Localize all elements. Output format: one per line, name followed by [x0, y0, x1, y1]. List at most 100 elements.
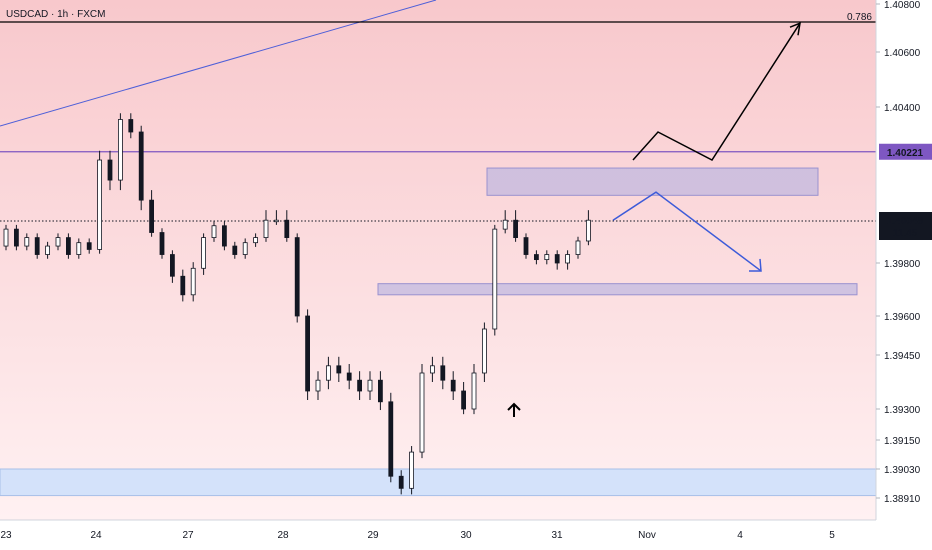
- candle-body: [138, 131, 144, 201]
- time-tick-label: 4: [737, 530, 743, 541]
- time-tick-label: Nov: [638, 530, 656, 541]
- candle-body: [201, 237, 207, 269]
- candle-body: [575, 240, 581, 255]
- projection-down-arrowhead: [749, 258, 762, 272]
- candle-body: [118, 119, 123, 181]
- candle-body: [45, 245, 50, 255]
- price-tick-label: 1.40600: [884, 48, 921, 59]
- current-price-label: 1.40048 11:45: [879, 212, 932, 240]
- candle-body: [492, 228, 498, 330]
- candle-body: [513, 219, 518, 238]
- candle-body: [586, 219, 591, 242]
- candle-body: [263, 219, 269, 238]
- candle-body: [284, 219, 290, 238]
- trendline[interactable]: [0, 0, 437, 127]
- candle-body: [502, 219, 508, 230]
- support-zone[interactable]: [377, 283, 858, 296]
- up-arrow-icon: [507, 402, 521, 417]
- candle-body: [325, 365, 331, 381]
- candle-body: [481, 328, 487, 374]
- svg-text:1.40048: 1.40048: [887, 216, 924, 227]
- projection-up-path[interactable]: [632, 22, 801, 162]
- candle-body: [24, 237, 30, 247]
- price-tick-label: 1.39150: [884, 436, 921, 447]
- candle-body: [461, 390, 467, 410]
- candle-body: [232, 245, 238, 255]
- candle-body: [3, 228, 9, 247]
- price-tick-label: 1.39450: [884, 351, 921, 362]
- candle-body: [315, 379, 321, 392]
- time-tick-label: 5: [829, 530, 835, 541]
- price-tick-label: 1.40800: [884, 0, 921, 11]
- svg-text:11:45: 11:45: [893, 228, 918, 239]
- candle-body: [34, 237, 40, 255]
- fib-level-label: 0.786: [847, 12, 872, 23]
- projection-up-arrowhead: [789, 22, 801, 36]
- candle-body: [86, 242, 92, 250]
- price-tick-label: 1.40400: [884, 103, 921, 114]
- time-tick-label: 28: [277, 530, 289, 541]
- time-axis[interactable]: [0, 520, 932, 550]
- time-tick-label: 23: [0, 530, 12, 541]
- candle-body: [565, 254, 570, 264]
- candle-body: [180, 275, 186, 296]
- candle-body: [398, 475, 404, 489]
- candle-body: [409, 451, 415, 489]
- candle-body: [221, 225, 227, 247]
- candle-body: [346, 372, 352, 381]
- candle-body: [242, 242, 248, 255]
- candle-body: [440, 365, 446, 381]
- candle-body: [523, 237, 529, 255]
- candles-group: [3, 113, 591, 495]
- candle-body: [76, 242, 82, 255]
- candle-body: [211, 225, 217, 238]
- candle-body: [13, 228, 19, 247]
- candle-body: [388, 401, 394, 477]
- price-tick-label: 1.39300: [884, 405, 921, 416]
- candle-body: [336, 365, 342, 374]
- demand-zone[interactable]: [0, 468, 877, 497]
- projection-down-path[interactable]: [612, 191, 762, 272]
- candle-body: [128, 119, 134, 133]
- price-tick-label: 1.38910: [884, 494, 921, 505]
- candle-body: [169, 254, 175, 277]
- candle-body: [377, 379, 383, 403]
- time-tick-label: 24: [90, 530, 102, 541]
- time-tick-label: 30: [460, 530, 472, 541]
- svg-text:1.40221: 1.40221: [887, 148, 924, 159]
- price-tick-label: 1.39800: [884, 259, 921, 270]
- candle-body: [273, 219, 279, 223]
- candle-body: [159, 232, 165, 255]
- price-axis[interactable]: [876, 0, 932, 520]
- candle-body: [253, 237, 259, 244]
- horizontal-line-price-label: 1.40221: [879, 143, 932, 160]
- candle-body: [305, 315, 311, 392]
- chart-title: USDCAD · 1h · FXCM: [6, 9, 106, 20]
- candle-body: [419, 372, 425, 453]
- candle-body: [55, 237, 61, 247]
- price-tick-label: 1.39030: [884, 465, 921, 476]
- price-tick-label: 1.39600: [884, 312, 921, 323]
- candle-body: [554, 254, 560, 264]
- price-axis-ticks: 1.40800 1.40600 1.40400 1.39800 1.39600 1.394…: [876, 0, 921, 505]
- candle-body: [450, 379, 456, 392]
- candle-body: [429, 365, 435, 374]
- candle-body: [544, 254, 550, 261]
- candle-body: [190, 267, 196, 296]
- time-tick-label: 27: [182, 530, 194, 541]
- time-tick-label: 29: [367, 530, 379, 541]
- time-axis-ticks: 23 24 27 28 29 30 31 Nov 4 5: [0, 530, 835, 541]
- candle-body: [534, 254, 539, 261]
- plot-background: [0, 0, 876, 520]
- candle-body: [294, 237, 300, 317]
- candle-body: [357, 379, 363, 392]
- candle-body: [471, 372, 477, 410]
- resistance-zone[interactable]: [486, 167, 819, 196]
- candle-body: [107, 159, 113, 181]
- candle-body: [97, 159, 102, 250]
- candle-body: [149, 199, 155, 233]
- candle-body: [66, 237, 71, 255]
- time-tick-label: 31: [551, 530, 563, 541]
